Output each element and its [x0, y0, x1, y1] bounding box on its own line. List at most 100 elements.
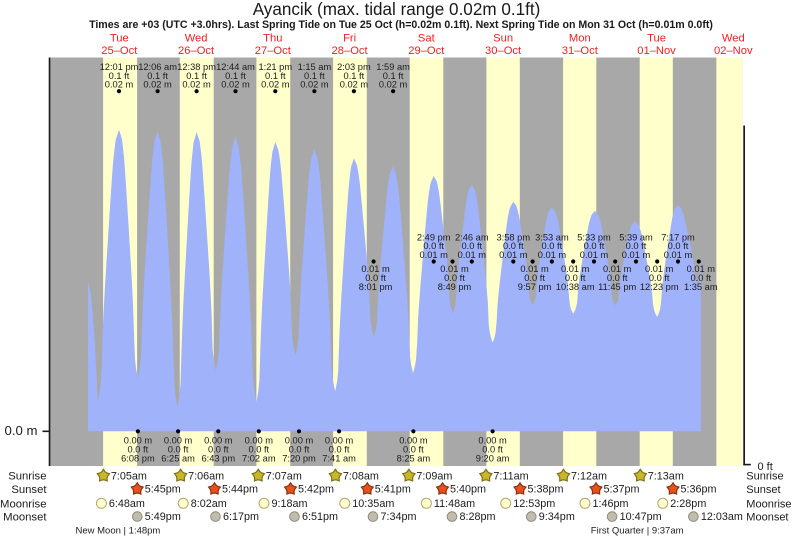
svg-text:0.0 ft: 0.0 ft [524, 273, 545, 283]
svg-text:0.01 m: 0.01 m [664, 250, 693, 260]
svg-text:0.0 ft: 0.0 ft [168, 445, 189, 455]
svg-text:0.0 ft: 0.0 ft [128, 445, 149, 455]
svg-text:9:34pm: 9:34pm [539, 511, 575, 523]
svg-text:6:48am: 6:48am [109, 498, 145, 510]
svg-text:0.0 ft: 0.0 ft [444, 273, 465, 283]
svg-text:First Quarter | 9:37am: First Quarter | 9:37am [591, 525, 684, 536]
svg-text:7:05am: 7:05am [111, 470, 147, 482]
svg-text:01–Nov: 01–Nov [637, 45, 676, 57]
svg-text:8:25 am: 8:25 am [397, 454, 431, 464]
svg-text:0.02 m: 0.02 m [300, 80, 329, 90]
svg-text:Tue: Tue [647, 33, 666, 45]
svg-text:0.01 m: 0.01 m [520, 264, 549, 274]
svg-text:02–Nov: 02–Nov [714, 45, 753, 57]
svg-text:0.1 ft: 0.1 ft [304, 71, 325, 81]
svg-text:10:47pm: 10:47pm [620, 511, 662, 523]
svg-text:8:02am: 8:02am [191, 498, 227, 510]
svg-text:9:57 pm: 9:57 pm [518, 282, 552, 292]
svg-text:0.0 ft: 0.0 ft [403, 445, 424, 455]
svg-text:Moonset: Moonset [746, 512, 788, 524]
svg-text:Sat: Sat [418, 33, 436, 45]
svg-text:0.0 ft: 0.0 ft [208, 445, 229, 455]
svg-text:0.00 m: 0.00 m [325, 436, 354, 446]
svg-text:0.00 m: 0.00 m [285, 436, 314, 446]
svg-text:7:17 pm: 7:17 pm [661, 233, 695, 243]
svg-text:0.01 m: 0.01 m [687, 264, 716, 274]
svg-text:5:42pm: 5:42pm [298, 484, 334, 496]
svg-text:6:51pm: 6:51pm [302, 511, 338, 523]
svg-text:Times are +03 (UTC +3.0hrs). L: Times are +03 (UTC +3.0hrs). Last Spring… [89, 19, 713, 31]
svg-text:6:17pm: 6:17pm [223, 511, 259, 523]
svg-text:5:45pm: 5:45pm [145, 484, 181, 496]
svg-text:Wed: Wed [185, 33, 208, 45]
svg-text:12:53pm: 12:53pm [513, 498, 555, 510]
svg-text:Moonrise: Moonrise [746, 498, 791, 510]
svg-text:7:07am: 7:07am [266, 470, 302, 482]
svg-text:Tue: Tue [110, 33, 129, 45]
svg-text:0.1 ft: 0.1 ft [147, 71, 168, 81]
svg-text:0.0 ft: 0.0 ft [668, 241, 689, 251]
svg-text:0.1 ft: 0.1 ft [186, 71, 207, 81]
svg-text:0.0 ft: 0.0 ft [503, 241, 524, 251]
svg-text:Moonrise: Moonrise [0, 498, 46, 510]
svg-text:1:15 am: 1:15 am [298, 62, 332, 72]
svg-text:0.01 m: 0.01 m [580, 250, 609, 260]
svg-text:5:40pm: 5:40pm [450, 484, 486, 496]
svg-text:0.01 m: 0.01 m [499, 250, 528, 260]
svg-text:0.1 ft: 0.1 ft [344, 71, 365, 81]
svg-text:8:49 pm: 8:49 pm [438, 282, 472, 292]
svg-text:5:33 pm: 5:33 pm [577, 233, 611, 243]
svg-text:0.01 m: 0.01 m [538, 250, 567, 260]
svg-text:1:59 am: 1:59 am [376, 62, 410, 72]
svg-text:25–Oct: 25–Oct [101, 45, 138, 57]
svg-text:5:44pm: 5:44pm [222, 484, 258, 496]
svg-text:0.1 ft: 0.1 ft [383, 71, 404, 81]
svg-text:Sun: Sun [493, 33, 513, 45]
svg-text:7:34pm: 7:34pm [381, 511, 417, 523]
svg-text:Moonset: Moonset [3, 512, 47, 524]
svg-text:0.0 ft: 0.0 ft [365, 273, 386, 283]
svg-text:29–Oct: 29–Oct [408, 45, 445, 57]
svg-text:0.01 m: 0.01 m [603, 264, 632, 274]
svg-text:Wed: Wed [722, 33, 745, 45]
svg-text:12:03am: 12:03am [701, 511, 743, 523]
svg-text:2:46 am: 2:46 am [455, 233, 489, 243]
svg-text:Sunset: Sunset [746, 484, 780, 496]
svg-text:0.01 m: 0.01 m [440, 264, 469, 274]
svg-text:7:12am: 7:12am [571, 470, 607, 482]
svg-text:0.0 ft: 0.0 ft [461, 241, 482, 251]
svg-text:Ayancik (max. tidal range 0.02: Ayancik (max. tidal range 0.02m 0.1ft) [253, 0, 541, 19]
svg-text:0.0 ft: 0.0 ft [626, 241, 647, 251]
svg-text:0.01 m: 0.01 m [622, 250, 651, 260]
svg-text:31–Oct: 31–Oct [562, 45, 599, 57]
svg-text:0.0 ft: 0.0 ft [584, 241, 605, 251]
svg-text:12:38 pm: 12:38 pm [177, 62, 216, 72]
svg-text:3:53 am: 3:53 am [535, 233, 569, 243]
svg-text:0.00 m: 0.00 m [124, 436, 153, 446]
svg-text:11:48am: 11:48am [434, 498, 475, 510]
svg-text:Thu: Thu [263, 33, 282, 45]
svg-text:27–Oct: 27–Oct [255, 45, 292, 57]
svg-text:3:58 pm: 3:58 pm [497, 233, 531, 243]
svg-text:0.00 m: 0.00 m [245, 436, 274, 446]
svg-text:10:38 am: 10:38 am [556, 282, 595, 292]
svg-text:5:38pm: 5:38pm [528, 484, 564, 496]
svg-text:9:20 am: 9:20 am [476, 454, 510, 464]
svg-text:7:20 pm: 7:20 pm [282, 454, 316, 464]
svg-text:6:25 am: 6:25 am [161, 454, 195, 464]
svg-text:0.02 m: 0.02 m [143, 80, 172, 90]
svg-text:12:01 pm: 12:01 pm [100, 62, 139, 72]
svg-text:0.02 m: 0.02 m [379, 80, 408, 90]
svg-text:Sunrise: Sunrise [746, 471, 783, 483]
svg-text:0.01 m: 0.01 m [361, 264, 390, 274]
svg-text:5:37pm: 5:37pm [604, 484, 640, 496]
svg-text:0.00 m: 0.00 m [478, 436, 507, 446]
svg-text:1:21 pm: 1:21 pm [259, 62, 293, 72]
svg-text:5:39 am: 5:39 am [619, 233, 653, 243]
svg-text:12:23 pm: 12:23 pm [640, 282, 679, 292]
svg-text:26–Oct: 26–Oct [178, 45, 215, 57]
svg-text:0.0 ft: 0.0 ft [289, 445, 310, 455]
svg-text:0.01 m: 0.01 m [561, 264, 590, 274]
svg-text:7:02 am: 7:02 am [242, 454, 276, 464]
svg-text:28–Oct: 28–Oct [332, 45, 369, 57]
